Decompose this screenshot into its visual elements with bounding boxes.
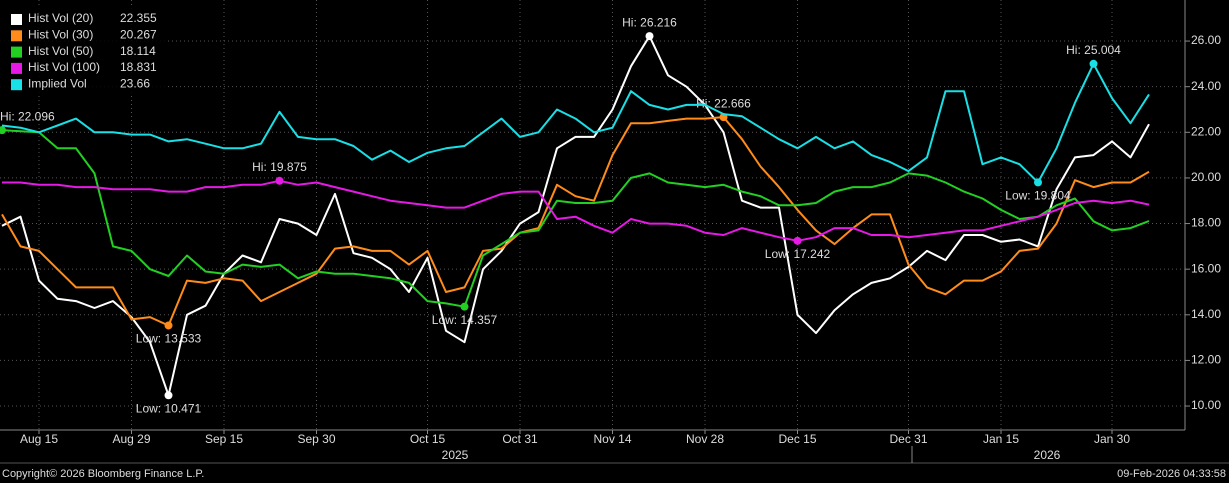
y-tick-label: 18.00 [1191, 216, 1221, 230]
x-tick-label: Oct 31 [502, 432, 538, 446]
extreme-marker [275, 176, 284, 185]
extreme-label: Low: 10.471 [136, 401, 202, 415]
year-label: 2025 [442, 448, 469, 462]
x-tick-label: Dec 15 [778, 432, 816, 446]
x-tick-label: Nov 28 [686, 432, 724, 446]
extreme-label: Hi: 22.096 [0, 109, 55, 123]
extreme-marker [164, 391, 173, 400]
y-tick-label: 10.00 [1191, 398, 1221, 412]
legend-swatch [11, 14, 22, 25]
legend-label: Hist Vol (20) [28, 11, 93, 25]
extreme-marker [645, 32, 654, 41]
year-label: 2026 [1034, 448, 1061, 462]
series-line [1, 35, 1150, 397]
legend-value: 20.267 [120, 27, 157, 41]
legend-label: Implied Vol [28, 76, 87, 90]
extreme-marker [0, 126, 6, 135]
y-tick-label: 22.00 [1191, 124, 1221, 138]
extreme-marker [460, 302, 469, 311]
legend-value: 18.831 [120, 60, 157, 74]
x-tick-label: Aug 15 [20, 432, 58, 446]
legend-swatch [11, 46, 22, 58]
footer-copyright: Copyright© 2026 Bloomberg Finance L.P. [2, 468, 204, 480]
series-line [1, 116, 1150, 327]
series-line [1, 129, 1150, 308]
extreme-label: Hi: 26.216 [622, 15, 677, 29]
extreme-label: Low: 14.357 [432, 313, 498, 327]
extreme-label: Hi: 19.875 [252, 160, 307, 174]
legend-value: 18.114 [120, 44, 156, 58]
footer-timestamp: 09-Feb-2026 04:33:58 [1117, 468, 1226, 480]
x-tick-label: Oct 15 [410, 432, 446, 446]
legend-value: 22.355 [120, 11, 157, 25]
y-tick-label: 12.00 [1191, 353, 1221, 367]
extreme-marker [1034, 178, 1042, 187]
legend-label: Hist Vol (50) [28, 44, 93, 58]
legend-box [0, 8, 165, 94]
extreme-label: Low: 13.533 [136, 332, 202, 346]
series-line [1, 62, 1150, 184]
extreme-label: Hi: 22.666 [696, 96, 751, 110]
x-tick-label: Jan 15 [983, 432, 1019, 446]
series-line [2, 179, 1150, 242]
y-tick-label: 26.00 [1191, 33, 1221, 47]
y-tick-label: 24.00 [1191, 79, 1221, 93]
legend-swatch [11, 62, 22, 74]
x-tick-label: Sep 15 [205, 432, 243, 446]
x-tick-label: Aug 29 [112, 432, 150, 446]
y-tick-label: 14.00 [1191, 307, 1221, 321]
x-tick-label: Dec 31 [889, 432, 927, 446]
extreme-marker [1089, 59, 1098, 68]
x-tick-label: Nov 14 [593, 432, 631, 446]
legend-swatch [11, 30, 22, 42]
extreme-label: Hi: 25.004 [1066, 43, 1121, 57]
legend-label: Hist Vol (100) [28, 60, 100, 74]
x-tick-label: Jan 30 [1094, 432, 1130, 446]
extreme-marker [164, 321, 173, 330]
extreme-marker [793, 236, 802, 245]
legend: Hist Vol (20) 22.355 Hist Vol (30) 20.267 Hi… [0, 8, 165, 94]
legend-swatch [11, 79, 22, 91]
extreme-label: Low: 19.804 [1005, 189, 1071, 203]
extreme-label: Low: 17.242 [765, 247, 831, 261]
y-tick-label: 20.00 [1191, 170, 1221, 184]
legend-label: Hist Vol (30) [28, 27, 93, 41]
x-tick-label: Sep 30 [297, 432, 335, 446]
legend-value: 23.66 [120, 76, 150, 90]
y-tick-label: 16.00 [1191, 261, 1221, 275]
